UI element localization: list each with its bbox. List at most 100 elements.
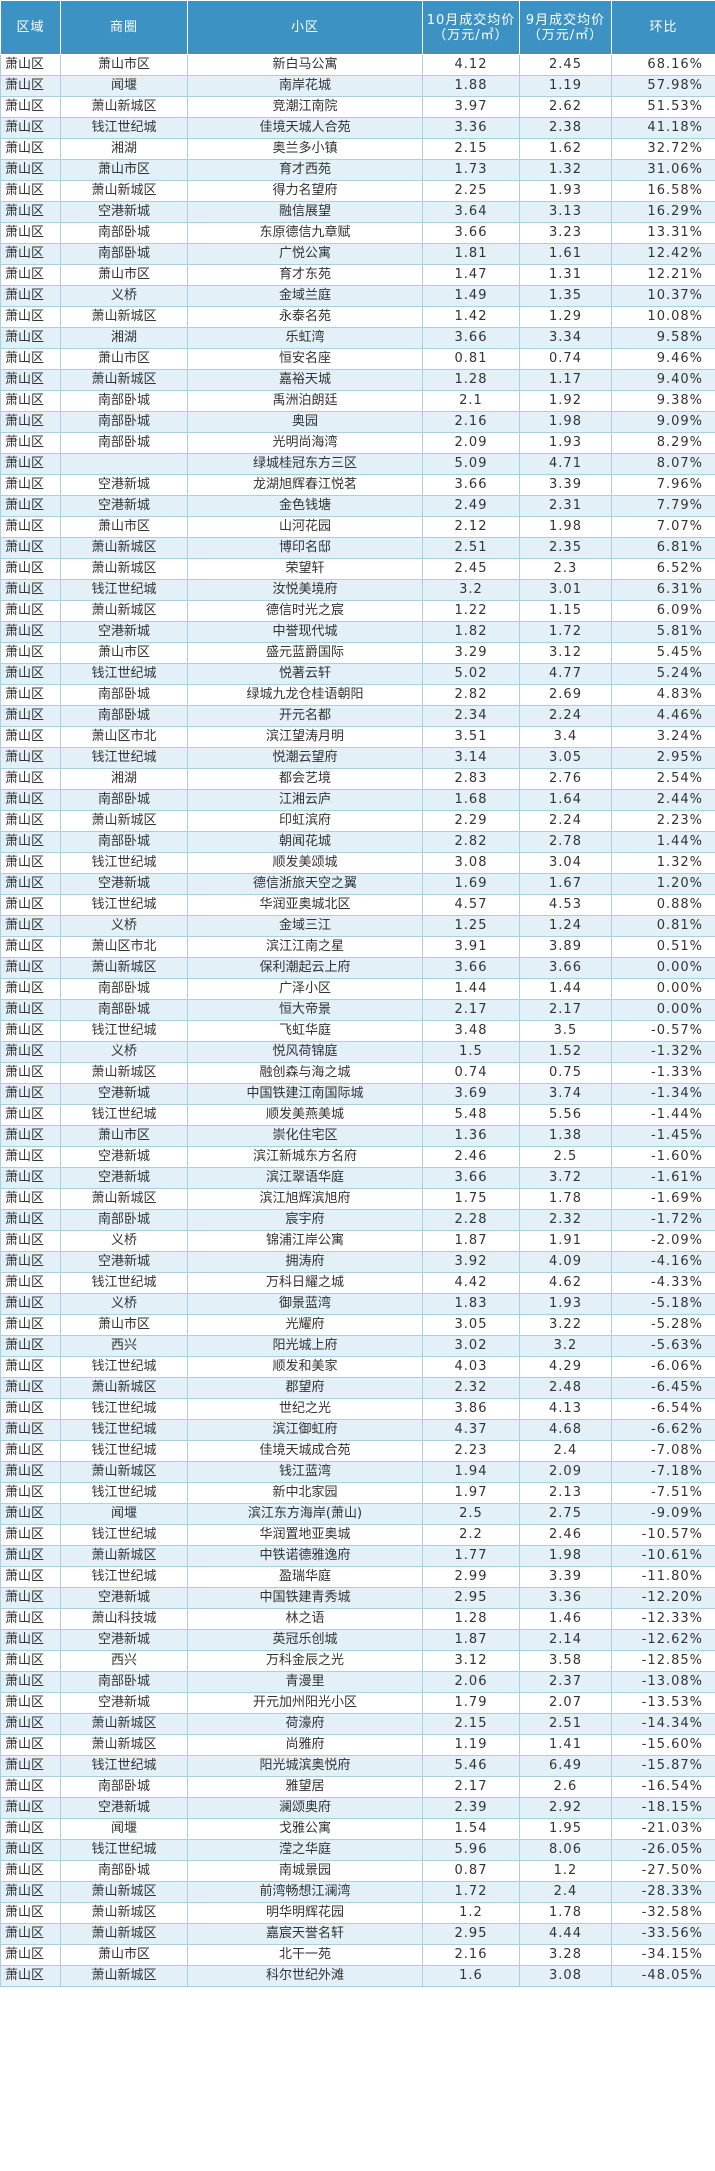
cell-mom-change: -13.08% xyxy=(611,1671,715,1693)
cell-mom-change: -5.28% xyxy=(611,1314,715,1336)
cell-district: 萧山区 xyxy=(0,1965,61,1987)
cell-oct-price: 1.25 xyxy=(422,915,520,937)
cell-business-area: 钱江世纪城 xyxy=(60,1419,188,1441)
cell-mom-change: 0.00% xyxy=(611,957,715,979)
cell-sep-price: 1.38 xyxy=(519,1125,612,1147)
cell-mom-change: -7.18% xyxy=(611,1461,715,1483)
cell-mom-change: -4.16% xyxy=(611,1251,715,1273)
cell-mom-change: 1.20% xyxy=(611,873,715,895)
cell-community: 得力名望府 xyxy=(187,180,423,202)
cell-sep-price: 3.12 xyxy=(519,642,612,664)
cell-business-area: 钱江世纪城 xyxy=(60,747,188,769)
table-row: 萧山区 钱江世纪城 世纪之光 3.86 4.13 -6.54% xyxy=(0,1398,715,1420)
cell-sep-price: 3.28 xyxy=(519,1944,612,1966)
cell-oct-price: 3.48 xyxy=(422,1020,520,1042)
table-row: 萧山区 义桥 御景蓝湾 1.83 1.93 -5.18% xyxy=(0,1293,715,1315)
cell-community: 广泽小区 xyxy=(187,978,423,1000)
cell-sep-price: 1.78 xyxy=(519,1188,612,1210)
cell-district: 萧山区 xyxy=(0,1041,61,1063)
cell-sep-price: 3.5 xyxy=(519,1020,612,1042)
cell-business-area: 空港新城 xyxy=(60,1587,188,1609)
cell-business-area: 萧山市区 xyxy=(60,1944,188,1966)
cell-mom-change: -28.33% xyxy=(611,1881,715,1903)
cell-mom-change: -6.06% xyxy=(611,1356,715,1378)
cell-oct-price: 0.87 xyxy=(422,1860,520,1882)
table-row: 萧山区 萧山新城区 嘉裕天城 1.28 1.17 9.40% xyxy=(0,369,715,391)
cell-district: 萧山区 xyxy=(0,1860,61,1882)
cell-business-area: 闻堰 xyxy=(60,1503,188,1525)
cell-oct-price: 2.95 xyxy=(422,1923,520,1945)
cell-business-area: 空港新城 xyxy=(60,1797,188,1819)
cell-community: 滨江东方海岸(萧山) xyxy=(187,1503,423,1525)
cell-oct-price: 4.57 xyxy=(422,894,520,916)
cell-mom-change: -1.34% xyxy=(611,1083,715,1105)
cell-community: 绿城桂冠东方三区 xyxy=(187,453,423,475)
cell-oct-price: 5.09 xyxy=(422,453,520,475)
cell-sep-price: 3.4 xyxy=(519,726,612,748)
cell-district: 萧山区 xyxy=(0,1902,61,1924)
cell-oct-price: 2.82 xyxy=(422,684,520,706)
cell-oct-price: 2.46 xyxy=(422,1146,520,1168)
cell-sep-price: 2.92 xyxy=(519,1797,612,1819)
cell-mom-change: 41.18% xyxy=(611,117,715,139)
cell-mom-change: -4.33% xyxy=(611,1272,715,1294)
cell-district: 萧山区 xyxy=(0,1440,61,1462)
cell-community: 盛元蓝爵国际 xyxy=(187,642,423,664)
cell-sep-price: 3.08 xyxy=(519,1965,612,1987)
cell-community: 开元加州阳光小区 xyxy=(187,1692,423,1714)
cell-sep-price: 2.09 xyxy=(519,1461,612,1483)
cell-district: 萧山区 xyxy=(0,999,61,1021)
cell-oct-price: 4.12 xyxy=(422,54,520,76)
cell-business-area: 萧山新城区 xyxy=(60,306,188,328)
cell-community: 滨江新城东方名府 xyxy=(187,1146,423,1168)
cell-sep-price: 2.78 xyxy=(519,831,612,853)
cell-district: 萧山区 xyxy=(0,1839,61,1861)
cell-mom-change: -1.45% xyxy=(611,1125,715,1147)
cell-oct-price: 1.68 xyxy=(422,789,520,811)
cell-oct-price: 1.75 xyxy=(422,1188,520,1210)
cell-oct-price: 4.42 xyxy=(422,1272,520,1294)
cell-district: 萧山区 xyxy=(0,747,61,769)
cell-business-area: 南部卧城 xyxy=(60,432,188,454)
cell-mom-change: 31.06% xyxy=(611,159,715,181)
cell-sep-price: 1.92 xyxy=(519,390,612,412)
cell-business-area: 湘湖 xyxy=(60,327,188,349)
cell-mom-change: -18.15% xyxy=(611,1797,715,1819)
cell-mom-change: 51.53% xyxy=(611,96,715,118)
cell-community: 悦风荷锦庭 xyxy=(187,1041,423,1063)
cell-mom-change: 1.32% xyxy=(611,852,715,874)
cell-oct-price: 0.81 xyxy=(422,348,520,370)
cell-oct-price: 1.77 xyxy=(422,1545,520,1567)
cell-district: 萧山区 xyxy=(0,1734,61,1756)
cell-community: 东原德信九章赋 xyxy=(187,222,423,244)
table-row: 萧山区 萧山新城区 印虹滨府 2.29 2.24 2.23% xyxy=(0,810,715,832)
cell-business-area: 南部卧城 xyxy=(60,684,188,706)
table-row: 萧山区 钱江世纪城 华润亚奥城北区 4.57 4.53 0.88% xyxy=(0,894,715,916)
table-row: 萧山区 钱江世纪城 佳境天城人合苑 3.36 2.38 41.18% xyxy=(0,117,715,139)
cell-district: 萧山区 xyxy=(0,411,61,433)
cell-district: 萧山区 xyxy=(0,642,61,664)
table-row: 萧山区 萧山市区 恒安名座 0.81 0.74 9.46% xyxy=(0,348,715,370)
cell-community: 永泰名苑 xyxy=(187,306,423,328)
cell-community: 滨江望涛月明 xyxy=(187,726,423,748)
cell-community: 恒安名座 xyxy=(187,348,423,370)
cell-community: 御景蓝湾 xyxy=(187,1293,423,1315)
cell-community: 金域三江 xyxy=(187,915,423,937)
cell-mom-change: -10.61% xyxy=(611,1545,715,1567)
table-row: 萧山区 萧山新城区 荷濠府 2.15 2.51 -14.34% xyxy=(0,1713,715,1735)
cell-mom-change: 68.16% xyxy=(611,54,715,76)
cell-district: 萧山区 xyxy=(0,1713,61,1735)
cell-sep-price: 2.69 xyxy=(519,684,612,706)
cell-district: 萧山区 xyxy=(0,117,61,139)
table-row: 萧山区 南部卧城 南城景园 0.87 1.2 -27.50% xyxy=(0,1860,715,1882)
cell-mom-change: 0.88% xyxy=(611,894,715,916)
table-row: 萧山区 钱江世纪城 新中北家园 1.97 2.13 -7.51% xyxy=(0,1482,715,1504)
cell-mom-change: -1.72% xyxy=(611,1209,715,1231)
cell-oct-price: 1.54 xyxy=(422,1818,520,1840)
cell-oct-price: 2.32 xyxy=(422,1377,520,1399)
cell-community: 恒大帝景 xyxy=(187,999,423,1021)
cell-district: 萧山区 xyxy=(0,327,61,349)
cell-business-area: 空港新城 xyxy=(60,1083,188,1105)
cell-community: 博印名邸 xyxy=(187,537,423,559)
cell-mom-change: 9.58% xyxy=(611,327,715,349)
